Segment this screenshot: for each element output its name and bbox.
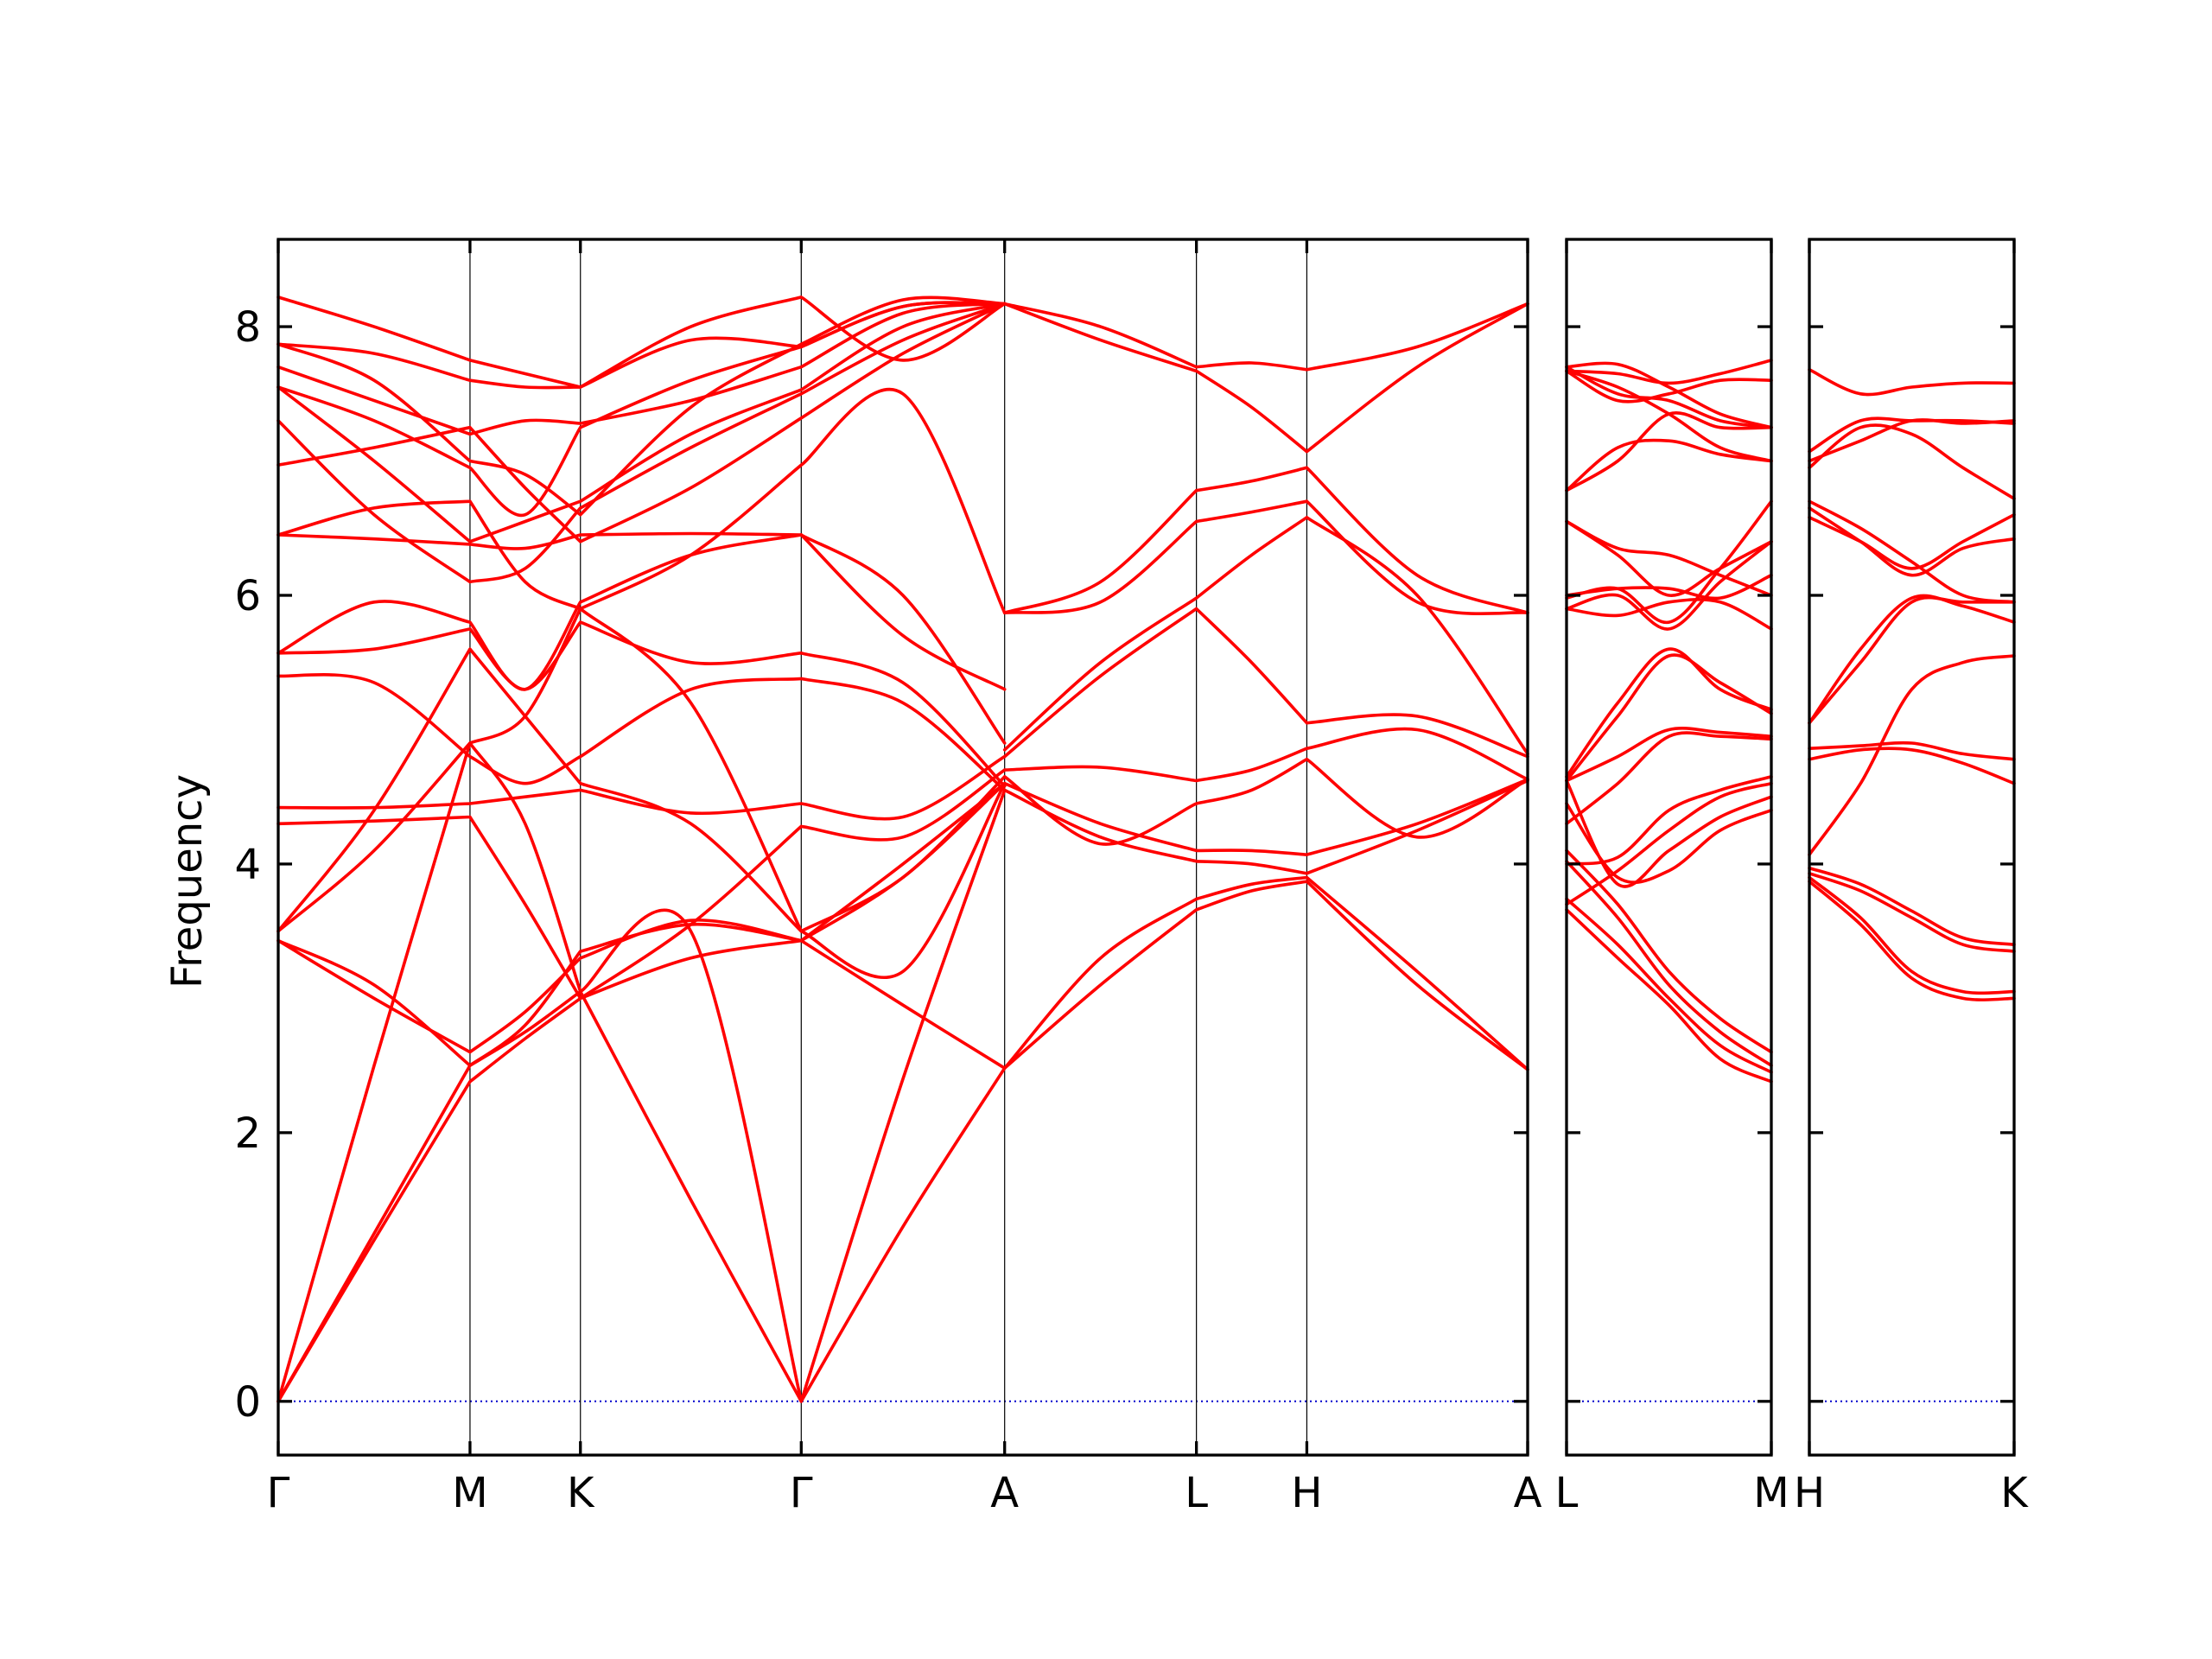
- plot-frame: [276, 238, 1529, 1457]
- band-11: [276, 620, 1007, 788]
- x-tick-label: H: [1794, 1469, 1825, 1517]
- band-26: [1002, 778, 1529, 856]
- band-22: [1565, 365, 1773, 429]
- band-4: [276, 781, 1007, 1054]
- band-21: [1565, 369, 1773, 463]
- x-tick-label: K: [2000, 1469, 2029, 1517]
- band-7: [1808, 741, 2016, 761]
- band-8: [276, 768, 1007, 1001]
- band-14: [1565, 499, 1773, 624]
- band-17: [1565, 519, 1773, 597]
- band-32: [1002, 466, 1529, 614]
- band-25: [1002, 779, 1529, 875]
- band-2: [1808, 875, 2016, 995]
- band-7: [276, 607, 1007, 933]
- band-4: [1565, 849, 1773, 1054]
- panel-main: 0 2 4 6 8 Γ M K Γ A L H A: [234, 238, 1542, 1517]
- band-16: [1565, 573, 1773, 601]
- band-13: [276, 531, 1007, 691]
- y-tick-label: 8: [234, 303, 261, 352]
- plot-frame: [1808, 238, 2016, 1457]
- band-25: [1565, 359, 1773, 385]
- y-tick-label: 4: [234, 841, 261, 889]
- band-24: [1002, 875, 1529, 1071]
- band-13: [1808, 423, 2016, 500]
- band-34: [1002, 302, 1529, 372]
- band-7: [1565, 781, 1773, 906]
- band-5: [1808, 654, 2016, 856]
- band-2: [1565, 897, 1773, 1074]
- band-20: [276, 296, 1007, 517]
- x-tick-label: K: [567, 1469, 595, 1517]
- x-tick-label: Γ: [267, 1469, 290, 1517]
- band-12: [1808, 499, 2016, 604]
- band-30: [1002, 516, 1529, 756]
- band-27: [1002, 757, 1529, 846]
- band-8: [1565, 775, 1773, 866]
- band-11: [1808, 506, 2016, 577]
- band-12: [276, 533, 1007, 745]
- band-11: [1565, 647, 1773, 779]
- x-tick-label: A: [990, 1469, 1019, 1517]
- band-3: [276, 741, 1007, 1403]
- band-2: [276, 908, 1007, 1403]
- band-10: [1565, 727, 1773, 783]
- x-tick-label: M: [1753, 1469, 1789, 1517]
- band-22: [276, 296, 1007, 389]
- band-24: [1565, 369, 1773, 404]
- band-5: [1565, 802, 1773, 885]
- band-23: [1565, 361, 1773, 429]
- band-10: [1808, 512, 2016, 570]
- band-1: [1565, 908, 1773, 1084]
- band-1: [276, 938, 1007, 1403]
- band-29: [1002, 607, 1529, 759]
- band-6: [1565, 779, 1773, 888]
- x-tick-label: L: [1555, 1469, 1579, 1517]
- band-9: [276, 754, 1007, 821]
- band-31: [1002, 499, 1529, 616]
- band-19: [1565, 438, 1773, 493]
- band-1: [1808, 880, 2016, 1001]
- band-12: [1565, 653, 1773, 783]
- band-3: [1808, 872, 2016, 953]
- y-tick-label: 0: [234, 1378, 261, 1427]
- y-tick-label: 2: [234, 1109, 261, 1158]
- band-13: [1565, 540, 1773, 631]
- x-tick-label: H: [1291, 1469, 1322, 1517]
- y-tick-label: 6: [234, 572, 261, 620]
- band-9: [1565, 731, 1773, 826]
- band-10: [276, 673, 1007, 792]
- band-21: [276, 301, 1007, 390]
- band-18: [1565, 519, 1773, 597]
- band-23: [1002, 880, 1529, 1071]
- band-16: [276, 302, 1007, 584]
- band-16: [1808, 368, 2016, 397]
- band-3: [1565, 860, 1773, 1067]
- band-17: [276, 302, 1007, 543]
- band-4: [1808, 866, 2016, 946]
- band-15: [1565, 598, 1773, 631]
- band-6: [1808, 747, 2016, 785]
- plot-frame: [1565, 238, 1773, 1457]
- band-18: [276, 301, 1007, 518]
- x-tick-label: A: [1514, 1469, 1542, 1517]
- band-33: [1002, 302, 1529, 454]
- band-28: [1002, 727, 1529, 783]
- band-19: [276, 302, 1007, 436]
- x-tick-label: L: [1185, 1469, 1208, 1517]
- x-tick-label: Γ: [790, 1469, 813, 1517]
- band-15: [1808, 418, 2016, 463]
- y-axis-label: Frequency: [163, 774, 212, 988]
- band-15: [276, 302, 1007, 543]
- band-5: [276, 781, 1007, 1067]
- band-8: [1808, 595, 2016, 725]
- band-9: [1808, 594, 2016, 725]
- band-14: [276, 387, 1007, 614]
- x-tick-label: M: [452, 1469, 487, 1517]
